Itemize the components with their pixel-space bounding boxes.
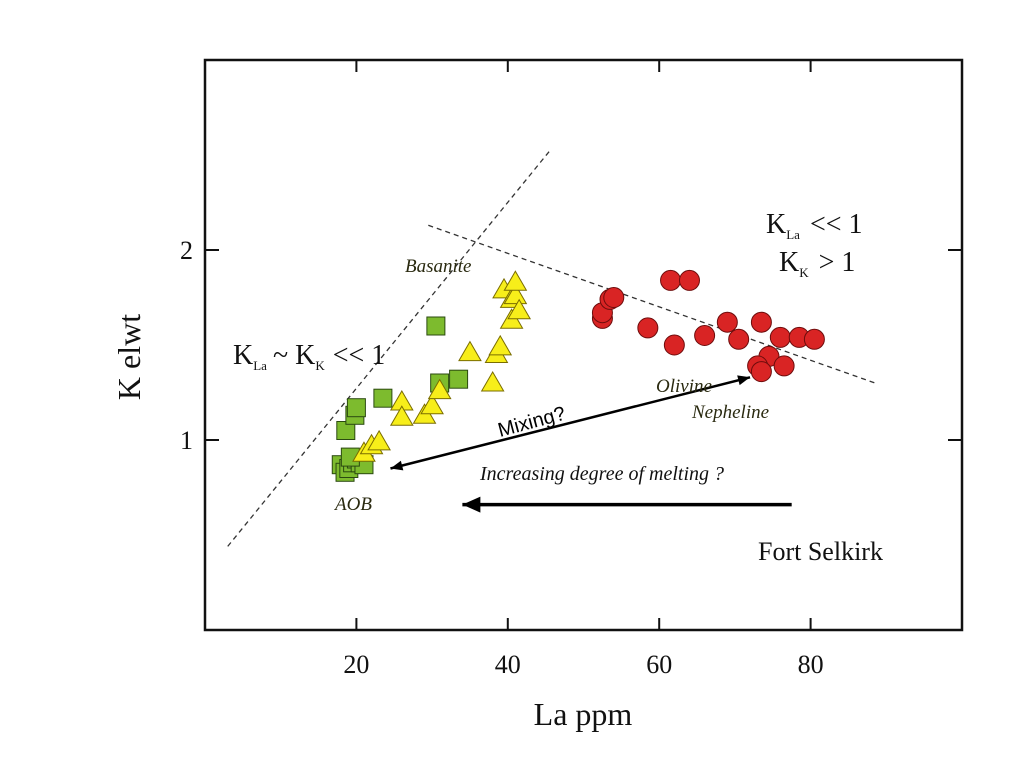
x-tick-label: 80 [798, 650, 824, 679]
arrowhead [462, 496, 481, 513]
basanite-point [458, 340, 482, 362]
k-symbol: K [233, 340, 253, 371]
basanite-label: Basanite [405, 256, 472, 277]
nephelinite-point [660, 269, 682, 291]
partition-annotation-upper-line2: KK > 1 [779, 247, 855, 280]
subscript-k: K [799, 265, 809, 280]
aob-point [426, 316, 446, 336]
nephelinite-point [750, 361, 772, 383]
trend-lines [227, 150, 876, 547]
subscript-la: La [786, 227, 800, 242]
dashed-trend-line [227, 150, 550, 547]
nephelinite-point [773, 355, 795, 377]
aob-point [373, 388, 393, 408]
mixing-arrow [390, 376, 751, 470]
nephelinite-point [663, 334, 685, 356]
aob-point [346, 398, 366, 418]
plot-frame [203, 58, 964, 632]
arrows [390, 375, 792, 513]
nephelinite-point [728, 328, 750, 350]
nephelinite-point [769, 326, 791, 348]
aob-label: AOB [333, 494, 372, 515]
basanite-point [389, 405, 414, 426]
nephelinite-point [803, 328, 825, 350]
basanite-point [427, 378, 452, 400]
basanite-point [367, 429, 391, 451]
relation: << 1 [333, 340, 386, 371]
x-axis-title: La ppm [534, 696, 633, 732]
y-axis-title: K elwt [111, 314, 147, 400]
arrowhead [737, 375, 751, 386]
basanite-point [503, 270, 528, 291]
subscript-k: K [315, 358, 325, 373]
site-label: Fort Selkirk [758, 537, 883, 566]
basanite-point [480, 371, 505, 392]
y-tick-label: 2 [180, 236, 193, 265]
subscript-la: La [253, 358, 267, 373]
basanite-point [507, 298, 532, 320]
melting-label: Increasing degree of melting ? [479, 463, 724, 485]
x-tick-label: 20 [343, 650, 369, 679]
y-tick-label: 1 [180, 426, 193, 455]
aob-point [449, 369, 469, 389]
nephelinite-point [716, 311, 738, 333]
nephelinite-point [603, 287, 625, 308]
data-points [331, 269, 825, 482]
mixing-label: Mixing? [496, 403, 568, 442]
basanite-point [503, 283, 528, 305]
partition-annotation-upper-line1: KLa << 1 [766, 209, 863, 242]
relation-mid: ~ K [273, 340, 315, 371]
nephelinite-point [678, 269, 700, 291]
nephelinite-point [694, 325, 716, 346]
partition-annotation-left: KLa ~ KK << 1 [233, 340, 385, 373]
k-symbol: K [779, 247, 799, 278]
axis-ticks: 20 40 60 80 1 2 [180, 60, 962, 679]
basanite-point [488, 334, 513, 356]
olivine-label: Olivine [656, 376, 712, 397]
nephelinite-point [750, 311, 772, 333]
k-symbol: K [766, 209, 786, 240]
nephelinite-point [637, 317, 659, 339]
relation: << 1 [810, 209, 863, 240]
relation: > 1 [819, 247, 856, 278]
arrowhead [390, 460, 404, 471]
x-tick-label: 60 [646, 650, 672, 679]
x-tick-label: 40 [495, 650, 521, 679]
dashed-trend-line [428, 224, 876, 384]
basanite-point [420, 393, 444, 415]
nephelinite-label: Nepheline [691, 402, 769, 423]
